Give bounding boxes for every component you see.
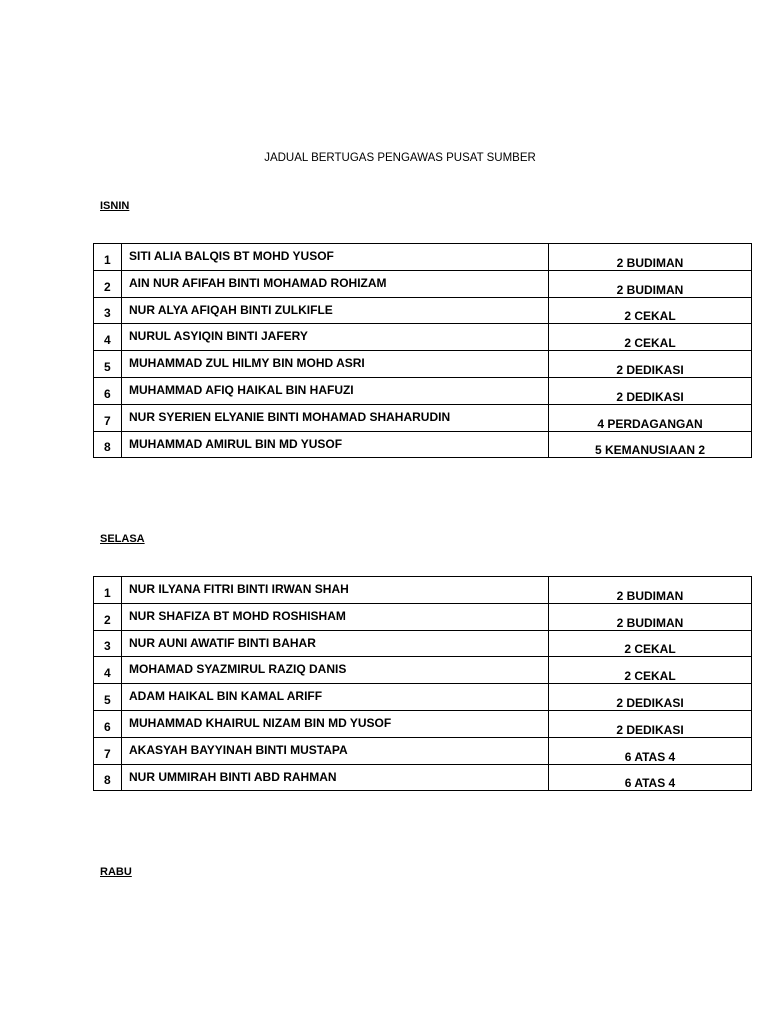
row-number: 3 <box>93 629 122 658</box>
class-name: 2 DEDIKASI <box>548 350 752 378</box>
class-name: 2 CEKAL <box>548 323 752 352</box>
class-name: 4 PERDAGANGAN <box>548 403 752 432</box>
roster-row: 2 AIN NUR AFIFAH BINTI MOHAMAD ROHIZAM 2 B… <box>93 269 752 298</box>
roster-row: 7 AKASYAH BAYYINAH BINTI MUSTAPA 6 ATAS 4 <box>93 736 752 765</box>
row-number: 1 <box>93 243 122 271</box>
roster-row: 7 NUR SYERIEN ELYANIE BINTI MOHAMAD SHAHA… <box>93 403 752 432</box>
row-number: 4 <box>93 323 122 352</box>
roster-row: 4 MOHAMAD SYAZMIRUL RAZIQ DANIS 2 CEKAL <box>93 656 752 685</box>
class-name: 5 KEMANUSIAAN 2 <box>548 430 752 459</box>
class-name: 6 ATAS 4 <box>548 763 752 792</box>
roster-row: 2 NUR SHAFIZA BT MOHD ROSHISHAM 2 BUDIMAN <box>93 602 752 631</box>
row-number: 2 <box>93 602 122 631</box>
section-heading: RABU <box>100 866 132 878</box>
student-name: AKASYAH BAYYINAH BINTI MUSTAPA <box>121 736 549 765</box>
class-name: 2 BUDIMAN <box>548 269 752 298</box>
roster-row: 6 MUHAMMAD KHAIRUL NIZAM BIN MD YUSOF 2 DE… <box>93 709 752 738</box>
row-number: 5 <box>93 683 122 711</box>
roster-row: 5 ADAM HAIKAL BIN KAMAL ARIFF 2 DEDIKASI <box>93 683 752 711</box>
section-heading: SELASA <box>100 533 145 545</box>
row-number: 8 <box>93 763 122 792</box>
class-name: 2 BUDIMAN <box>548 602 752 631</box>
student-name: MUHAMMAD AFIQ HAIKAL BIN HAFUZI <box>121 376 549 405</box>
class-name: 2 BUDIMAN <box>548 243 752 271</box>
row-number: 2 <box>93 269 122 298</box>
student-name: NUR SHAFIZA BT MOHD ROSHISHAM <box>121 602 549 631</box>
row-number: 4 <box>93 656 122 685</box>
student-name: NURUL ASYIQIN BINTI JAFERY <box>121 323 549 352</box>
student-name: NUR ALYA AFIQAH BINTI ZULKIFLE <box>121 296 549 325</box>
row-number: 8 <box>93 430 122 459</box>
class-name: 2 DEDIKASI <box>548 683 752 711</box>
roster-body: 1 NUR ILYANA FITRI BINTI IRWAN SHAH 2 BUDI… <box>93 576 752 792</box>
roster-row: 3 NUR AUNI AWATIF BINTI BAHAR 2 CEKAL <box>93 629 752 658</box>
roster-row: 3 NUR ALYA AFIQAH BINTI ZULKIFLE 2 CEKAL <box>93 296 752 325</box>
student-name: MUHAMMAD ZUL HILMY BIN MOHD ASRI <box>121 350 549 378</box>
class-name: 2 CEKAL <box>548 296 752 325</box>
roster-table: 1 SITI ALIA BALQIS BT MOHD YUSOF 2 BUDIMAN… <box>93 243 752 459</box>
student-name: SITI ALIA BALQIS BT MOHD YUSOF <box>121 243 549 271</box>
row-number: 6 <box>93 376 122 405</box>
student-name: MOHAMAD SYAZMIRUL RAZIQ DANIS <box>121 656 549 685</box>
class-name: 2 CEKAL <box>548 656 752 685</box>
student-name: NUR AUNI AWATIF BINTI BAHAR <box>121 629 549 658</box>
section-heading: ISNIN <box>100 200 130 212</box>
class-name: 2 CEKAL <box>548 629 752 658</box>
roster-row: 6 MUHAMMAD AFIQ HAIKAL BIN HAFUZI 2 DEDIKA… <box>93 376 752 405</box>
student-name: MUHAMMAD AMIRUL BIN MD YUSOF <box>121 430 549 459</box>
class-name: 2 BUDIMAN <box>548 576 752 604</box>
student-name: NUR SYERIEN ELYANIE BINTI MOHAMAD SHAHAR… <box>121 403 549 432</box>
student-name: ADAM HAIKAL BIN KAMAL ARIFF <box>121 683 549 711</box>
row-number: 3 <box>93 296 122 325</box>
row-number: 6 <box>93 709 122 738</box>
class-name: 6 ATAS 4 <box>548 736 752 765</box>
roster-row: 1 NUR ILYANA FITRI BINTI IRWAN SHAH 2 BUDI… <box>93 576 752 604</box>
roster-body: 1 SITI ALIA BALQIS BT MOHD YUSOF 2 BUDIMAN… <box>93 243 752 459</box>
roster-row: 8 MUHAMMAD AMIRUL BIN MD YUSOF 5 KEMANUSIA… <box>93 430 752 459</box>
roster-row: 4 NURUL ASYIQIN BINTI JAFERY 2 CEKAL <box>93 323 752 352</box>
row-number: 1 <box>93 576 122 604</box>
roster-row: 5 MUHAMMAD ZUL HILMY BIN MOHD ASRI 2 DEDIK… <box>93 350 752 378</box>
document-title: JADUAL BERTUGAS PENGAWAS PUSAT SUMBER <box>264 152 536 164</box>
student-name: NUR UMMIRAH BINTI ABD RAHMAN <box>121 763 549 792</box>
student-name: NUR ILYANA FITRI BINTI IRWAN SHAH <box>121 576 549 604</box>
class-name: 2 DEDIKASI <box>548 376 752 405</box>
student-name: AIN NUR AFIFAH BINTI MOHAMAD ROHIZAM <box>121 269 549 298</box>
row-number: 7 <box>93 736 122 765</box>
student-name: MUHAMMAD KHAIRUL NIZAM BIN MD YUSOF <box>121 709 549 738</box>
roster-table: 1 NUR ILYANA FITRI BINTI IRWAN SHAH 2 BUDI… <box>93 576 752 792</box>
class-name: 2 DEDIKASI <box>548 709 752 738</box>
row-number: 5 <box>93 350 122 378</box>
roster-row: 1 SITI ALIA BALQIS BT MOHD YUSOF 2 BUDIMAN <box>93 243 752 271</box>
row-number: 7 <box>93 403 122 432</box>
roster-row: 8 NUR UMMIRAH BINTI ABD RAHMAN 6 ATAS 4 <box>93 763 752 792</box>
